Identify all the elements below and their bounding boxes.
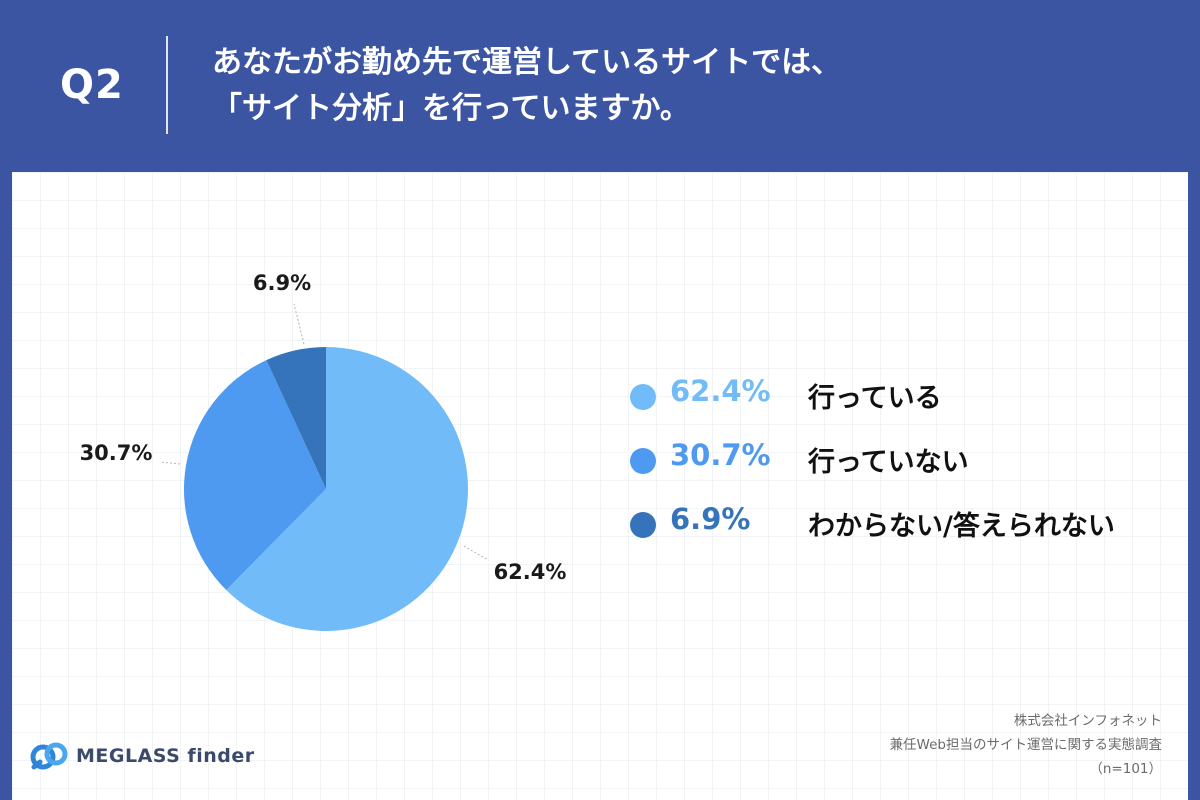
- legend-swatch-2: [630, 512, 656, 538]
- leader-line-1: [159, 461, 181, 465]
- legend-label-1: 行っていない: [808, 447, 969, 478]
- pie-slice-1: [184, 360, 326, 591]
- source-company: 株式会社インフォネット: [1013, 713, 1162, 729]
- legend-percent-2: 6.9%: [670, 502, 751, 536]
- legend-item-1: 30.7% 行っていない: [630, 432, 1190, 496]
- logo-text: MEGLASS finder: [76, 745, 255, 767]
- leader-line-2: [293, 303, 305, 345]
- meglass-logo-icon: [30, 742, 68, 770]
- question-header: Q2 あなたがお勤め先で運営しているサイトでは、 「サイト分析」を行っていますか…: [0, 0, 1200, 170]
- chart-panel: 62.4% 30.7% 6.9% 62.4% 行っている 30.7% 行っていない …: [12, 172, 1188, 800]
- chart-legend: 62.4% 行っている 30.7% 行っていない 6.9% わからない/答えられ…: [630, 368, 1190, 560]
- legend-percent-1: 30.7%: [670, 438, 771, 472]
- legend-label-0: 行っている: [808, 383, 942, 414]
- legend-swatch-0: [630, 384, 656, 410]
- legend-item-2: 6.9% わからない/答えられない: [630, 496, 1190, 560]
- legend-item-0: 62.4% 行っている: [630, 368, 1190, 432]
- legend-label-2: わからない/答えられない: [808, 511, 1115, 542]
- pie-slice-0: [226, 347, 468, 631]
- meglass-logo: MEGLASS finder: [30, 738, 255, 774]
- source-note: 株式会社インフォネット 兼任Web担当のサイト運営に関する実態調査 （n=101…: [890, 709, 1162, 781]
- header-divider: [166, 36, 168, 134]
- question-number: Q2: [60, 62, 124, 108]
- leader-line-0: [463, 545, 489, 561]
- slice-label-0: 62.4%: [494, 560, 567, 584]
- slice-label-1: 30.7%: [80, 441, 153, 465]
- pie-slice-2: [266, 347, 326, 489]
- question-title-line-2: 「サイト分析」を行っていますか。: [212, 91, 690, 126]
- source-sample-size: （n=101）: [1089, 761, 1162, 777]
- legend-swatch-1: [630, 448, 656, 474]
- question-title: あなたがお勤め先で運営しているサイトでは、 「サイト分析」を行っていますか。: [212, 40, 1172, 132]
- source-survey: 兼任Web担当のサイト運営に関する実態調査: [889, 737, 1162, 753]
- pie-chart: 62.4% 30.7% 6.9%: [80, 271, 567, 631]
- question-title-line-1: あなたがお勤め先で運営しているサイトでは、: [212, 45, 842, 80]
- slice-label-2: 6.9%: [253, 271, 311, 295]
- legend-percent-0: 62.4%: [670, 374, 771, 408]
